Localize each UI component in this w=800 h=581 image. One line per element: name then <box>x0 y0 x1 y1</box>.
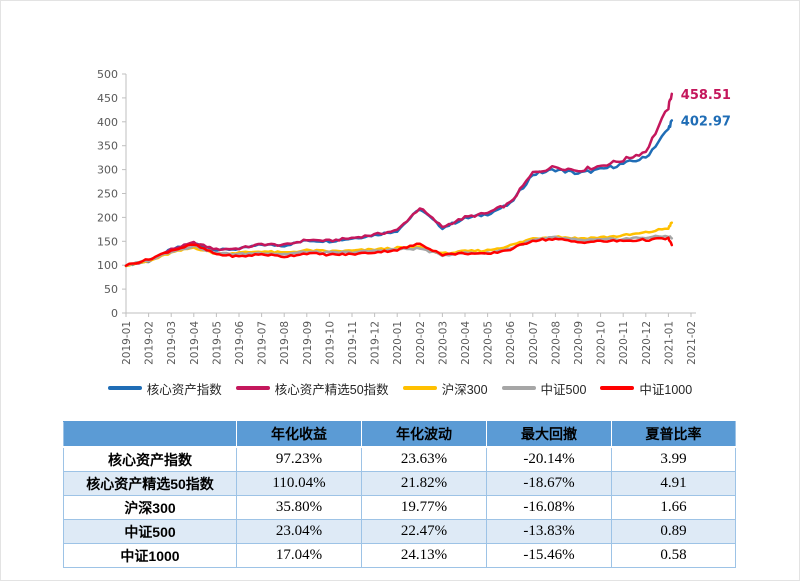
svg-text:2019-04: 2019-04 <box>189 321 201 365</box>
legend-label: 核心资产指数 <box>146 382 222 397</box>
metric-cell: 19.77% <box>361 495 487 520</box>
svg-text:2020-10: 2020-10 <box>596 321 608 365</box>
svg-text:2019-11: 2019-11 <box>347 321 359 365</box>
svg-text:2020-06: 2020-06 <box>505 321 517 365</box>
chart-area: 0 50 100 150 200 250 300 350 400 450 500 2019-01 201… <box>1 1 799 377</box>
svg-text:2020-05: 2020-05 <box>483 321 495 365</box>
svg-text:2020-01: 2020-01 <box>392 321 404 365</box>
metric-cell: 3.99 <box>611 446 736 472</box>
metric-cell: 24.13% <box>361 543 487 568</box>
svg-text:450: 450 <box>97 92 118 105</box>
svg-text:300: 300 <box>97 164 118 177</box>
svg-text:2019-03: 2019-03 <box>166 321 178 365</box>
svg-text:400: 400 <box>97 116 118 129</box>
svg-text:2019-07: 2019-07 <box>257 321 269 365</box>
performance-line-chart: 0 50 100 150 200 250 300 350 400 450 500 2019-01 201… <box>97 68 731 365</box>
metric-cell: 110.04% <box>236 471 362 496</box>
table-header-annual-return: 年化收益 <box>236 421 362 448</box>
row-label: 中证500 <box>63 519 237 544</box>
metric-cell: 23.04% <box>236 519 362 544</box>
metric-cell: 0.89 <box>611 519 736 544</box>
svg-text:2019-12: 2019-12 <box>370 321 382 365</box>
metric-cell: 21.82% <box>361 471 487 496</box>
metric-cell: 17.04% <box>236 543 362 568</box>
svg-text:2020-12: 2020-12 <box>641 321 653 365</box>
metric-cell: 97.23% <box>236 446 362 472</box>
legend-label: 中证1000 <box>639 382 693 397</box>
svg-text:2020-03: 2020-03 <box>437 321 449 365</box>
row-label: 沪深300 <box>63 495 237 520</box>
legend-label: 沪深300 <box>441 382 488 397</box>
metric-cell: -13.83% <box>486 519 612 544</box>
chart-legend: 核心资产指数 核心资产精选50指数 沪深300 中证500 中证1000 <box>1 379 799 397</box>
svg-text:2019-08: 2019-08 <box>279 321 291 365</box>
table-header-sharpe: 夏普比率 <box>611 421 736 448</box>
legend-item-core-asset-index: 核心资产指数 <box>107 379 222 398</box>
svg-text:500: 500 <box>97 68 118 81</box>
svg-text:350: 350 <box>97 140 118 153</box>
svg-text:2021-02: 2021-02 <box>686 321 698 365</box>
svg-text:2020-09: 2020-09 <box>573 321 585 365</box>
metric-cell: 0.58 <box>611 543 736 568</box>
metric-cell: 22.47% <box>361 519 487 544</box>
performance-metrics-table: 年化收益 年化波动 最大回撤 夏普比率 核心资产指数 97.23% 23.63%… <box>63 421 736 568</box>
row-label: 核心资产指数 <box>63 446 237 472</box>
legend-item-csi500: 中证500 <box>501 379 587 398</box>
metric-cell: -15.46% <box>486 543 612 568</box>
metric-cell: 4.91 <box>611 471 736 496</box>
svg-text:402.97: 402.97 <box>681 114 731 129</box>
table-row-csi500: 中证500 23.04% 22.47% -13.83% 0.89 <box>63 519 736 544</box>
legend-line-swatch <box>235 386 270 390</box>
legend-line-swatch <box>402 386 437 390</box>
svg-text:2019-09: 2019-09 <box>302 321 314 365</box>
legend-line-swatch <box>501 386 536 390</box>
svg-text:2020-07: 2020-07 <box>528 321 540 365</box>
row-label: 中证1000 <box>63 543 237 568</box>
svg-text:2019-02: 2019-02 <box>144 321 156 365</box>
metric-cell: -18.67% <box>486 471 612 496</box>
svg-text:2020-02: 2020-02 <box>415 321 427 365</box>
table-header-row: 年化收益 年化波动 最大回撤 夏普比率 <box>63 421 736 448</box>
metric-cell: 1.66 <box>611 495 736 520</box>
svg-text:2019-05: 2019-05 <box>211 321 223 365</box>
table-row-csi1000: 中证1000 17.04% 24.13% -15.46% 0.58 <box>63 543 736 568</box>
table-row-hs300: 沪深300 35.80% 19.77% -16.08% 1.66 <box>63 495 736 520</box>
svg-text:2020-11: 2020-11 <box>618 321 630 365</box>
table-row-core-asset-select50: 核心资产精选50指数 110.04% 21.82% -18.67% 4.91 <box>63 471 736 496</box>
svg-text:458.51: 458.51 <box>681 88 731 103</box>
svg-text:2019-01: 2019-01 <box>121 321 133 365</box>
svg-text:200: 200 <box>97 211 118 224</box>
legend-line-swatch <box>600 386 635 390</box>
svg-text:2019-06: 2019-06 <box>234 321 246 365</box>
table-row-core-asset-index: 核心资产指数 97.23% 23.63% -20.14% 3.99 <box>63 446 736 472</box>
svg-text:150: 150 <box>97 235 118 248</box>
legend-label: 中证500 <box>540 382 587 397</box>
table-header-empty <box>63 421 237 448</box>
legend-label: 核心资产精选50指数 <box>274 382 389 397</box>
metric-cell: -20.14% <box>486 446 612 472</box>
svg-text:100: 100 <box>97 259 118 272</box>
svg-text:0: 0 <box>111 307 118 320</box>
metric-cell: 35.80% <box>236 495 362 520</box>
metric-cell: -16.08% <box>486 495 612 520</box>
svg-text:250: 250 <box>97 188 118 201</box>
svg-text:2021-01: 2021-01 <box>663 321 675 365</box>
table-header-max-drawdown: 最大回撤 <box>486 421 612 448</box>
legend-item-hs300: 沪深300 <box>402 379 488 398</box>
legend-line-swatch <box>107 386 142 390</box>
svg-text:2020-08: 2020-08 <box>550 321 562 365</box>
legend-item-csi1000: 中证1000 <box>600 379 692 398</box>
svg-text:2020-04: 2020-04 <box>460 321 472 365</box>
metric-cell: 23.63% <box>361 446 487 472</box>
svg-text:2019-10: 2019-10 <box>324 321 336 365</box>
legend-item-core-asset-select50: 核心资产精选50指数 <box>235 379 389 398</box>
row-label: 核心资产精选50指数 <box>63 471 237 496</box>
table-header-annual-vol: 年化波动 <box>361 421 487 448</box>
svg-text:50: 50 <box>104 283 118 296</box>
